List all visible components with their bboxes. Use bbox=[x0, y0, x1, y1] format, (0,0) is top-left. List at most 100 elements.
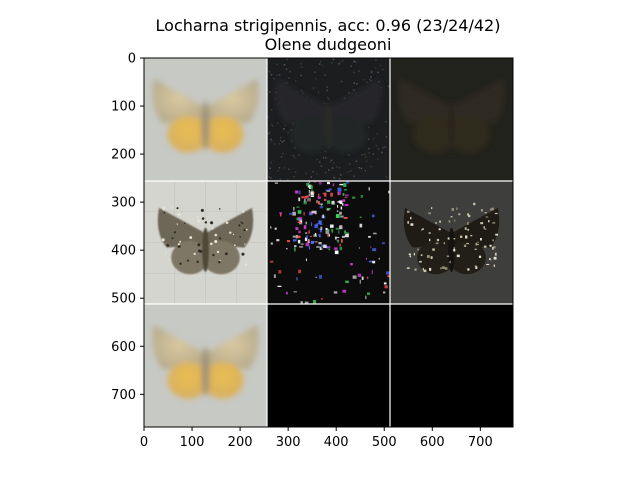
overlay-highlight bbox=[422, 267, 424, 271]
noise-pixel bbox=[353, 175, 355, 177]
attribution-pixel bbox=[292, 235, 297, 238]
wing-texture-dot bbox=[196, 216, 199, 219]
panel-0-0 bbox=[144, 58, 267, 181]
noise-pixel bbox=[278, 74, 281, 76]
attribution-pixel bbox=[331, 228, 334, 233]
noise-pixel bbox=[317, 91, 320, 93]
y-tick-label-0: 0 bbox=[128, 52, 136, 67]
attribution-pixel bbox=[340, 206, 343, 210]
noise-pixel bbox=[288, 168, 290, 170]
x-tick-label-400: 400 bbox=[324, 435, 349, 450]
forewing-right bbox=[451, 78, 505, 124]
attribution-pixel bbox=[306, 182, 310, 186]
wing-texture-dot bbox=[245, 228, 248, 231]
attribution-pixel bbox=[387, 275, 391, 278]
attribution-pixel bbox=[361, 276, 364, 280]
attribution-pixel bbox=[365, 295, 367, 300]
noise-pixel bbox=[273, 143, 276, 145]
noise-pixel bbox=[324, 157, 327, 159]
overlay-highlight bbox=[493, 256, 497, 260]
attribution-pixel bbox=[306, 235, 308, 240]
noise-pixel bbox=[292, 123, 295, 125]
overlay-highlight bbox=[463, 244, 467, 248]
noise-pixel bbox=[319, 63, 321, 65]
attribution-pixel bbox=[372, 214, 375, 218]
attribution-pixel bbox=[343, 230, 347, 234]
overlay-highlight bbox=[440, 267, 442, 270]
y-tick-label-500: 500 bbox=[111, 292, 136, 307]
overlay-highlight bbox=[480, 237, 482, 241]
attribution-pixel bbox=[339, 183, 344, 186]
noise-pixel bbox=[293, 156, 296, 159]
overlay-highlight bbox=[488, 220, 490, 223]
overlay-highlight bbox=[478, 255, 482, 258]
attribution-pixel bbox=[307, 197, 311, 201]
forewing-right bbox=[205, 78, 259, 124]
attribution-pixel bbox=[314, 224, 318, 229]
overlay-highlight bbox=[419, 260, 422, 263]
overlay-highlight bbox=[453, 238, 456, 240]
y-tick-label-300: 300 bbox=[111, 196, 136, 211]
wing-texture-dot bbox=[242, 210, 245, 213]
overlay-highlight bbox=[443, 242, 445, 245]
noise-pixel bbox=[327, 98, 330, 100]
noise-pixel bbox=[381, 68, 384, 71]
noise-pixel bbox=[367, 138, 370, 140]
wing-texture-dot bbox=[163, 211, 166, 214]
overlay-highlight bbox=[474, 265, 477, 267]
attribution-pixel bbox=[319, 223, 323, 225]
noise-pixel bbox=[291, 121, 294, 124]
attribution-pixel bbox=[342, 199, 346, 202]
attribution-pixel bbox=[340, 239, 343, 243]
noise-pixel bbox=[363, 153, 366, 156]
attribution-pixel bbox=[303, 211, 305, 216]
attribution-pixel bbox=[298, 197, 301, 202]
noise-pixel bbox=[300, 63, 302, 65]
noise-pixel bbox=[281, 141, 284, 143]
wing-texture-dot bbox=[243, 228, 246, 232]
attribution-pixel bbox=[318, 234, 321, 238]
noise-pixel bbox=[370, 71, 373, 74]
attribution-pixel bbox=[270, 242, 273, 245]
attribution-pixel bbox=[318, 220, 322, 225]
noise-pixel bbox=[270, 109, 273, 111]
attribution-pixel bbox=[308, 193, 310, 197]
noise-pixel bbox=[343, 97, 346, 99]
wing-texture-dot bbox=[210, 221, 214, 225]
attribution-pixel bbox=[313, 234, 317, 237]
attribution-pixel bbox=[298, 230, 301, 234]
attribution-pixel bbox=[277, 285, 282, 288]
noise-pixel bbox=[271, 125, 274, 127]
panel-1-2 bbox=[390, 181, 513, 304]
noise-pixel bbox=[282, 152, 284, 155]
noise-pixel bbox=[368, 152, 370, 154]
attribution-pixel bbox=[322, 214, 325, 219]
attribution-pixel bbox=[327, 182, 330, 185]
overlay-highlight bbox=[467, 213, 469, 216]
panel-2-1 bbox=[267, 304, 390, 427]
attribution-pixel bbox=[335, 214, 340, 218]
overlay-highlight bbox=[475, 242, 477, 246]
overlay-highlight bbox=[447, 237, 450, 240]
wing-texture-dot bbox=[177, 244, 181, 248]
noise-pixel bbox=[292, 154, 295, 157]
attribution-pixel bbox=[319, 246, 322, 251]
noise-pixel bbox=[289, 70, 291, 73]
attribution-pixel bbox=[344, 189, 347, 191]
attribution-pixel bbox=[343, 216, 348, 219]
attribution-pixel bbox=[324, 192, 327, 197]
overlay-highlight bbox=[473, 202, 476, 206]
noise-pixel bbox=[319, 60, 322, 63]
noise-pixel bbox=[349, 170, 352, 172]
attribution-pixel bbox=[352, 275, 357, 279]
overlay-highlight bbox=[492, 222, 496, 224]
wing-texture-dot bbox=[161, 238, 165, 242]
noise-pixel bbox=[294, 147, 296, 149]
noise-pixel bbox=[315, 78, 317, 80]
attribution-pixel bbox=[307, 240, 310, 242]
noise-pixel bbox=[365, 160, 368, 163]
noise-pixel bbox=[348, 154, 350, 157]
wing-texture-dot bbox=[199, 250, 203, 253]
wing-texture-dot bbox=[171, 237, 174, 240]
noise-pixel bbox=[329, 161, 331, 163]
